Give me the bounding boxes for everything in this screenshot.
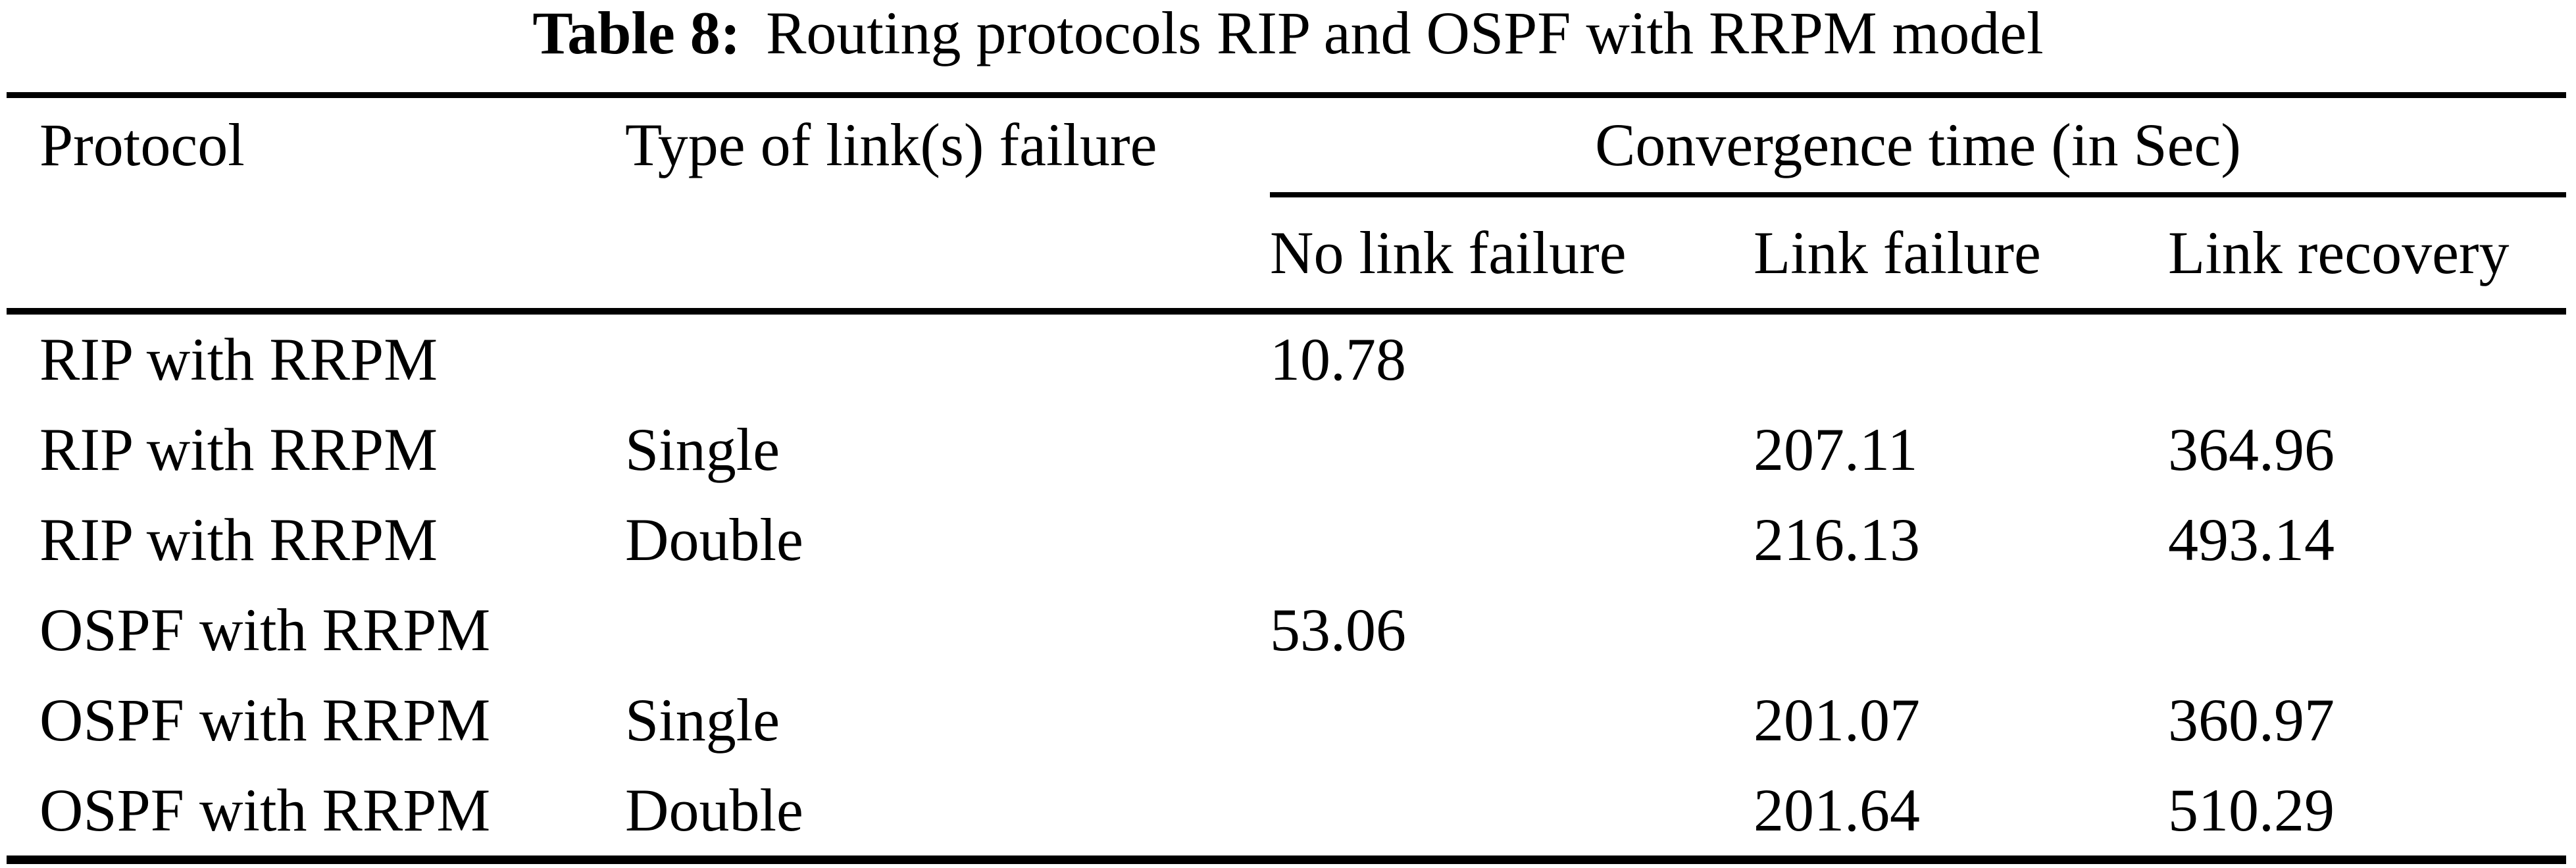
table-caption-text: Routing protocols RIP and OSPF with RRPM…	[766, 0, 2044, 66]
sub-header-link-failure: Link failure	[1754, 219, 2041, 286]
table-row: OSPF with RRPM Single 201.07 360.97	[0, 675, 2576, 765]
cell-link-recovery: 510.29	[2168, 777, 2335, 844]
table-caption-label: Table 8:	[532, 0, 741, 66]
table-row: RIP with RRPM 10.78	[0, 315, 2576, 405]
table-row: RIP with RRPM Single 207.11 364.96	[0, 405, 2576, 495]
sub-header-link-recovery: Link recovery	[2168, 219, 2510, 286]
cell-link-recovery: 360.97	[2168, 686, 2335, 753]
cell-link-failure: 207.11	[1754, 416, 1918, 483]
sub-header-no-link-failure: No link failure	[1270, 219, 1627, 286]
cell-protocol: RIP with RRPM	[39, 416, 438, 483]
cell-link-recovery: 364.96	[2168, 416, 2335, 483]
cell-protocol: OSPF with RRPM	[39, 686, 491, 753]
header-body-separator-rule	[7, 308, 2566, 315]
cell-link-failure: 201.64	[1754, 777, 1920, 844]
column-header-convergence-time: Convergence time (in Sec)	[1595, 111, 2241, 178]
table-row: RIP with RRPM Double 216.13 493.14	[0, 495, 2576, 585]
table-row: OSPF with RRPM 53.06	[0, 585, 2576, 675]
cell-link-recovery: 493.14	[2168, 506, 2335, 573]
cell-failure-type: Single	[625, 686, 780, 753]
cell-protocol: OSPF with RRPM	[39, 777, 491, 844]
column-header-type-of-link-failure: Type of link(s) failure	[625, 111, 1157, 178]
convergence-time-underline-rule	[1270, 192, 2566, 197]
cell-failure-type: Double	[625, 506, 803, 573]
cell-no-link-failure: 53.06	[1270, 596, 1406, 663]
table-caption: Table 8: Routing protocols RIP and OSPF w…	[0, 3, 2576, 88]
cell-protocol: OSPF with RRPM	[39, 596, 491, 663]
cell-protocol: RIP with RRPM	[39, 326, 438, 393]
bottom-rule	[7, 855, 2566, 864]
cell-protocol: RIP with RRPM	[39, 506, 438, 573]
column-header-protocol: Protocol	[39, 111, 245, 178]
cell-failure-type: Single	[625, 416, 780, 483]
table-row: OSPF with RRPM Double 201.64 510.29	[0, 765, 2576, 855]
cell-link-failure: 216.13	[1754, 506, 1920, 573]
top-rule	[7, 92, 2566, 98]
cell-failure-type: Double	[625, 777, 803, 844]
cell-no-link-failure: 10.78	[1270, 326, 1406, 393]
cell-link-failure: 201.07	[1754, 686, 1920, 753]
